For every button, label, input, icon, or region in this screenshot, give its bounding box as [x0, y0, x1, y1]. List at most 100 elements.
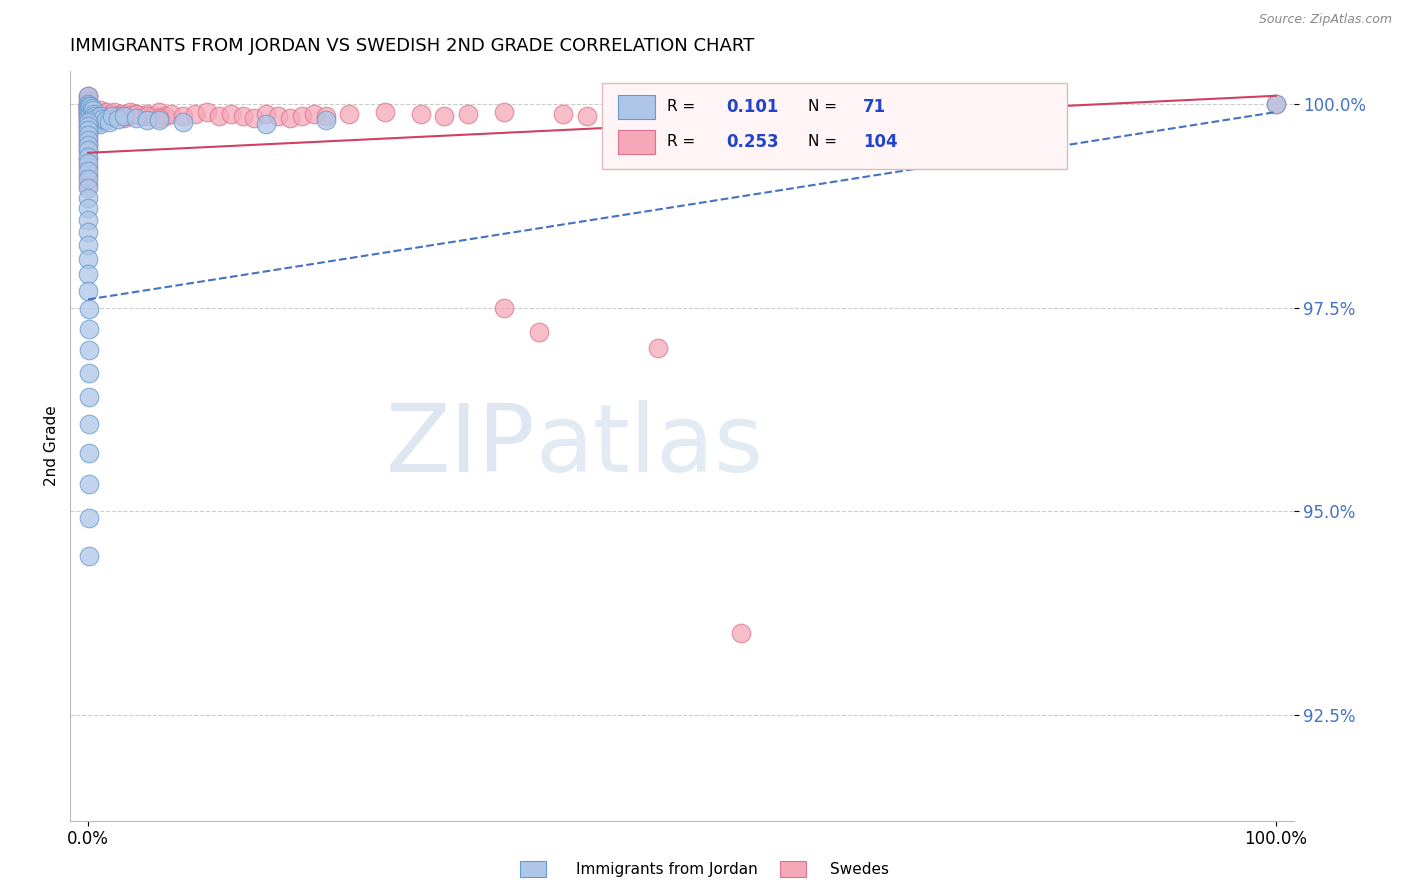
- Point: [77, 93, 100, 107]
- Bar: [619, 130, 655, 153]
- Point: [77, 131, 100, 145]
- Point: [101, 109, 124, 123]
- Point: [107, 112, 129, 126]
- Point: [103, 105, 125, 120]
- Text: R =: R =: [668, 135, 700, 149]
- Point: [77, 97, 100, 112]
- Point: [124, 106, 146, 120]
- Point: [80, 109, 103, 123]
- Point: [77, 103, 100, 117]
- Point: [79, 390, 101, 404]
- Text: R =: R =: [668, 99, 700, 114]
- Point: [118, 108, 141, 122]
- Point: [77, 191, 100, 205]
- Point: [492, 301, 515, 315]
- Point: [79, 101, 101, 115]
- Point: [77, 201, 100, 215]
- Point: [112, 111, 135, 125]
- Point: [77, 178, 100, 193]
- Point: [409, 106, 432, 120]
- Point: [82, 105, 104, 120]
- Point: [291, 109, 314, 123]
- Point: [77, 156, 100, 170]
- FancyBboxPatch shape: [602, 83, 1067, 169]
- Point: [148, 113, 170, 128]
- Point: [77, 144, 100, 158]
- Point: [77, 267, 100, 281]
- Point: [77, 123, 100, 137]
- Point: [302, 106, 325, 120]
- Text: Immigrants from Jordan: Immigrants from Jordan: [576, 863, 758, 877]
- Point: [77, 111, 100, 125]
- Point: [89, 109, 111, 123]
- Point: [77, 212, 100, 227]
- Point: [79, 343, 101, 357]
- Point: [172, 115, 194, 129]
- Point: [79, 302, 101, 317]
- Text: ZIP: ZIP: [385, 400, 536, 492]
- Point: [124, 106, 146, 120]
- Point: [77, 137, 100, 152]
- Point: [136, 113, 159, 128]
- Point: [107, 109, 129, 123]
- Text: 0.101: 0.101: [725, 97, 779, 116]
- Point: [79, 98, 101, 112]
- Point: [77, 106, 100, 120]
- Point: [79, 549, 101, 563]
- Point: [83, 117, 105, 131]
- Point: [79, 113, 101, 128]
- Point: [77, 285, 100, 299]
- Point: [91, 112, 114, 126]
- Point: [77, 109, 100, 123]
- Text: IMMIGRANTS FROM JORDAN VS SWEDISH 2ND GRADE CORRELATION CHART: IMMIGRANTS FROM JORDAN VS SWEDISH 2ND GR…: [70, 37, 755, 54]
- Point: [695, 109, 717, 123]
- Point: [433, 109, 456, 123]
- Point: [77, 103, 100, 118]
- Point: [77, 160, 100, 174]
- Point: [87, 115, 110, 129]
- Point: [82, 110, 104, 124]
- Point: [160, 106, 183, 120]
- Text: 104: 104: [863, 133, 897, 151]
- Point: [553, 106, 575, 120]
- Point: [77, 152, 100, 166]
- Point: [529, 325, 551, 339]
- Point: [89, 103, 111, 118]
- Point: [79, 477, 101, 491]
- Point: [98, 115, 121, 129]
- Point: [575, 109, 598, 123]
- Point: [77, 115, 100, 129]
- Point: [1264, 97, 1286, 112]
- Point: [79, 446, 101, 460]
- Point: [77, 88, 100, 103]
- Point: [231, 109, 253, 123]
- Point: [77, 101, 100, 115]
- Point: [254, 106, 277, 120]
- Point: [278, 111, 301, 125]
- Point: [79, 106, 101, 120]
- Point: [112, 109, 135, 123]
- Point: [101, 106, 124, 120]
- Point: [77, 125, 100, 139]
- Point: [131, 109, 153, 123]
- Point: [647, 341, 669, 355]
- Point: [118, 105, 141, 120]
- Point: [77, 128, 100, 142]
- Point: [94, 105, 117, 120]
- Point: [82, 103, 104, 118]
- Point: [84, 109, 107, 123]
- Point: [77, 88, 100, 103]
- Point: [82, 113, 104, 128]
- Point: [91, 106, 114, 120]
- Point: [77, 115, 100, 129]
- Point: [730, 106, 752, 120]
- Point: [107, 109, 129, 123]
- Point: [77, 98, 100, 112]
- Point: [77, 107, 100, 121]
- Point: [77, 97, 100, 112]
- Point: [254, 117, 277, 131]
- Point: [148, 111, 170, 125]
- Point: [208, 109, 231, 123]
- Point: [612, 105, 634, 120]
- Point: [136, 106, 159, 120]
